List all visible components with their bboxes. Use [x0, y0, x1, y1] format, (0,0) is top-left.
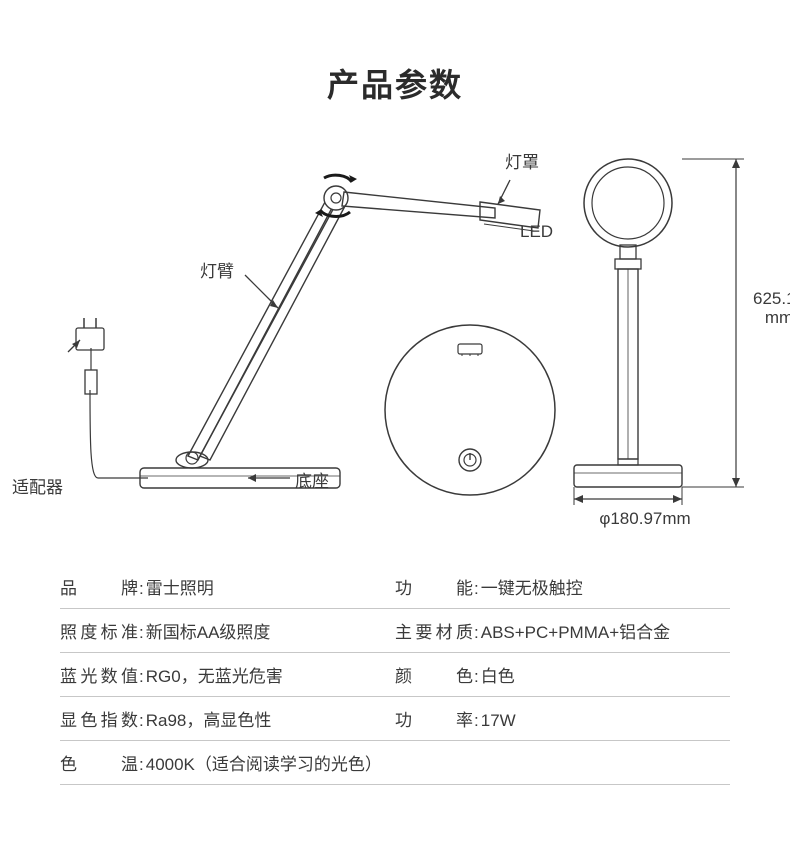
spec-row: 显色指数:Ra98，高显色性 功率:17W	[60, 697, 730, 741]
spec-key: 品牌	[60, 574, 138, 599]
spec-cell: 蓝光数值:RG0，无蓝光危害	[60, 662, 395, 687]
lamp-front-view	[560, 145, 750, 515]
spec-key: 功率	[395, 706, 473, 731]
dim-height: 625.13 mm	[745, 290, 790, 327]
lamp-top-view	[380, 320, 560, 500]
label-arm: 灯臂	[200, 257, 234, 282]
dim-diameter: φ180.97mm	[580, 510, 710, 529]
spec-key: 蓝光数值	[60, 662, 138, 687]
spec-row: 照度标准:新国标AA级照度 主要材质:ABS+PC+PMMA+铝合金	[60, 609, 730, 653]
spec-val: 新国标AA级照度	[146, 618, 271, 643]
spec-cell: 功能:一键无极触控	[395, 574, 730, 599]
spec-val: Ra98，高显色性	[146, 706, 272, 731]
spec-cell: 显色指数:Ra98，高显色性	[60, 706, 395, 731]
label-adapter: 适配器	[12, 473, 63, 498]
label-led: LED	[520, 222, 553, 242]
spec-cell: 主要材质:ABS+PC+PMMA+铝合金	[395, 618, 730, 643]
spec-key: 色温	[60, 750, 138, 775]
spec-key: 主要材质	[395, 618, 473, 643]
spec-val: ABS+PC+PMMA+铝合金	[481, 618, 670, 643]
page-title: 产品参数	[0, 60, 790, 106]
spec-row: 蓝光数值:RG0，无蓝光危害 颜色:白色	[60, 653, 730, 697]
lamp-side-view	[40, 140, 370, 500]
label-base: 底座	[295, 467, 329, 492]
spec-row: 品牌:雷士照明 功能:一键无极触控	[60, 565, 730, 609]
spec-cell: 色温:4000K（适合阅读学习的光色）	[60, 750, 730, 775]
spec-key: 照度标准	[60, 618, 138, 643]
spec-val: 雷士照明	[146, 574, 214, 599]
spec-key: 功能	[395, 574, 473, 599]
diagram-area: 灯罩 LED 灯臂 适配器 底座 625.13 mm φ180.97mm	[40, 140, 750, 520]
spec-val: 4000K（适合阅读学习的光色）	[146, 750, 382, 775]
spec-val: RG0，无蓝光危害	[146, 662, 283, 687]
spec-table: 品牌:雷士照明 功能:一键无极触控 照度标准:新国标AA级照度 主要材质:ABS…	[60, 565, 730, 785]
label-shade: 灯罩	[505, 148, 539, 173]
dim-height-value: 625.13	[753, 289, 790, 308]
spec-val: 白色	[481, 662, 515, 687]
spec-val: 17W	[481, 711, 516, 731]
spec-key: 颜色	[395, 662, 473, 687]
spec-cell: 颜色:白色	[395, 662, 730, 687]
spec-row: 色温:4000K（适合阅读学习的光色）	[60, 741, 730, 785]
spec-cell: 品牌:雷士照明	[60, 574, 395, 599]
spec-cell: 照度标准:新国标AA级照度	[60, 618, 395, 643]
dim-height-unit: mm	[765, 308, 790, 327]
spec-val: 一键无极触控	[481, 574, 583, 599]
spec-key: 显色指数	[60, 706, 138, 731]
spec-cell: 功率:17W	[395, 706, 730, 731]
